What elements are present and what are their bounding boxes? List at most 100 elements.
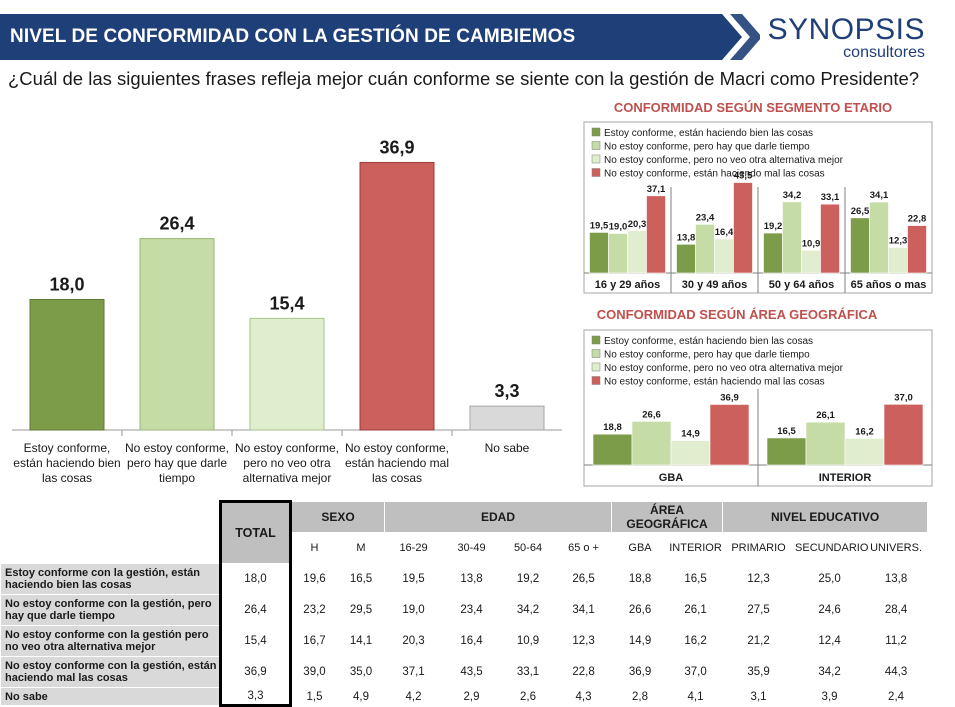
column-header: PRIMARIO: [722, 532, 796, 564]
sub-category-label: 65 años o mas: [851, 279, 927, 291]
table-row: No sabe 3,3 1,5 4,9 4,2 2,9 2,6 4,3 2,8 4,1 3,1 3,9…: [0, 687, 929, 707]
legend-entry: Estoy conforme, están haciendo bien las …: [604, 336, 813, 347]
sub-bar-value-label: 34,1: [870, 190, 889, 201]
main-category-label: No estoy conforme,: [345, 441, 449, 455]
table-cell: 19,5: [384, 563, 444, 595]
legend-swatch: [591, 141, 601, 150]
page-title: NIVEL DE CONFORMIDAD CON LA GESTIÓN DE C…: [10, 26, 576, 47]
sub-bar-value-label: 34,2: [783, 190, 802, 201]
sub-bar-value-label: 26,5: [851, 206, 870, 217]
sub-bar: [869, 201, 889, 274]
main-category-label: pero no veo otra: [243, 456, 331, 470]
sub-chart-title: CONFORMIDAD SEGÚN ÁREA GEOGRÁFICA: [597, 307, 878, 322]
table-cell: 18,8: [611, 563, 670, 595]
column-header: 50-64: [500, 532, 557, 564]
sub-category-label: 16 y 29 años: [595, 279, 660, 291]
table-cell: 3,1: [722, 687, 796, 706]
sub-bar-value-label: 13,8: [677, 232, 696, 243]
table-cell: 44,3: [864, 656, 929, 688]
sub-category-label: 50 y 64 años: [769, 279, 834, 291]
table-cell: 4,9: [336, 687, 386, 706]
main-bar-value-label: 15,4: [269, 293, 304, 313]
crosstab-grid: TOTAL SEXO EDAD ÁREA GEOGRÁFICA NIVEL EDUCAT…: [0, 500, 929, 707]
sub-bar-value-label: 26,1: [816, 410, 835, 421]
row-label: No sabe: [0, 687, 221, 706]
sub-bar: [646, 195, 666, 274]
sub-bar-value-label: 18,8: [603, 422, 622, 433]
table-cell: 12,4: [794, 625, 866, 657]
table-cell: 16,4: [442, 625, 502, 657]
legend-entry: Estoy conforme, están haciendo bien las …: [604, 128, 813, 139]
group-header: SEXO: [289, 501, 386, 533]
table-cell: 4,2: [384, 687, 444, 706]
table-row: No estoy conforme con la gestión pero no…: [0, 625, 929, 657]
group-header: ÁREA GEOGRÁFICA: [611, 501, 724, 533]
main-category-label: las cosas: [42, 471, 92, 485]
row-label: No estoy conforme con la gestión, están …: [0, 656, 221, 688]
sub-bar-value-label: 10,9: [802, 238, 821, 249]
table-cell: 25,0: [794, 563, 866, 595]
sub-bar: [714, 238, 734, 274]
table-cell: 16,5: [336, 563, 386, 595]
table-cell: 2,9: [442, 687, 502, 706]
row-label: No estoy conforme con la gestión, pero h…: [0, 594, 221, 626]
table-cell: 4,3: [555, 687, 613, 706]
sub-bar-value-label: 26,6: [642, 409, 661, 420]
legend-entry: No estoy conforme, pero hay que darle ti…: [604, 142, 810, 153]
sub-bar-value-label: 16,4: [715, 227, 734, 238]
table-cell: 3,9: [794, 687, 866, 706]
main-category-label: las cosas: [372, 471, 422, 485]
legend-entry: No estoy conforme, pero no veo otra alte…: [604, 363, 844, 374]
synopsis-logo: SYNOPSIS consultores: [768, 14, 943, 62]
table-cell: 23,2: [290, 594, 338, 626]
table-cell: 29,5: [336, 594, 386, 626]
sub-bar-value-label: 37,0: [894, 392, 913, 403]
sub-bar-value-label: 19,0: [609, 221, 628, 232]
table-corner: [0, 501, 221, 533]
column-header: SECUNDARIO: [794, 532, 868, 564]
table-cell: 19,2: [500, 563, 557, 595]
column-header: UNIVERS.: [864, 532, 929, 564]
sub-bar-value-label: 33,1: [821, 192, 840, 203]
sub-bar-value-label: 23,4: [696, 212, 715, 223]
main-bar: [249, 317, 325, 431]
sub-bar-value-label: 43,5: [734, 171, 753, 182]
main-category-label: No estoy conforme,: [125, 441, 229, 455]
table-cell: 34,1: [555, 594, 613, 626]
table-cell: 1,5: [290, 687, 338, 706]
group-header: EDAD: [384, 501, 613, 533]
table-cell: 26,5: [555, 563, 613, 595]
main-category-label: alternativa mejor: [243, 471, 332, 485]
legend-swatch: [591, 168, 601, 177]
column-header: 30-49: [442, 532, 502, 564]
sub-bar: [676, 243, 696, 274]
sub-bar: [844, 438, 885, 466]
sub-bar: [709, 404, 750, 466]
main-bar: [29, 299, 105, 431]
table-cell: 20,3: [384, 625, 444, 657]
table-cell: 26,6: [611, 594, 670, 626]
table-cell: 14,1: [336, 625, 386, 657]
column-header: 65 o +: [555, 532, 613, 564]
sub-category-label: 30 y 49 años: [682, 279, 747, 291]
legend-swatch: [591, 127, 601, 137]
geographic-area-chart: CONFORMIDAD SEGÚN ÁREA GEOGRÁFICA Estoy c…: [583, 307, 933, 487]
sub-bar: [627, 230, 647, 274]
legend-swatch: [591, 154, 601, 164]
column-header: 16-29: [384, 532, 444, 564]
sub-bar-value-label: 19,2: [764, 221, 783, 232]
table-cell: 35,9: [722, 656, 796, 688]
sub-bar-value-label: 19,5: [590, 220, 609, 231]
legend-swatch: [591, 335, 601, 345]
legend-swatch: [591, 349, 601, 358]
table-cell: 35,0: [336, 656, 386, 688]
table-cell: 43,5: [442, 656, 502, 688]
table-row: No estoy conforme con la gestión, están …: [0, 656, 929, 688]
table-cell: 12,3: [555, 625, 613, 657]
sub-bar: [631, 421, 672, 466]
sub-bar: [766, 437, 807, 466]
table-cell: 13,8: [864, 563, 929, 595]
table-cell: 16,2: [668, 625, 724, 657]
sub-bar-value-label: 16,2: [855, 426, 874, 437]
